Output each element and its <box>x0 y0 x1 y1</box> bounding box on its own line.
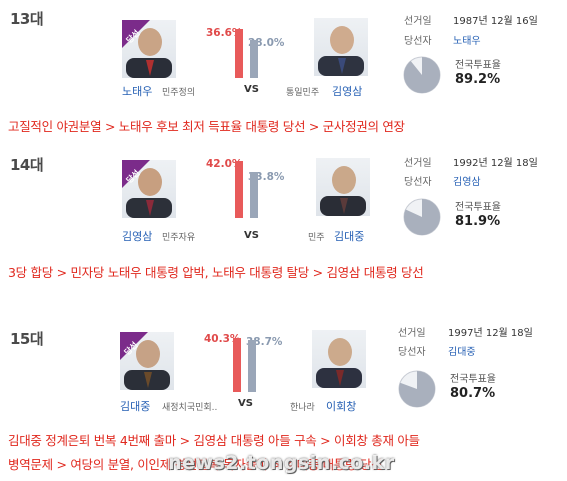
person-silhouette-icon <box>124 340 170 390</box>
winner-percent: 36.6% <box>206 27 243 39</box>
date-label: 선거일 <box>398 328 426 339</box>
turnout-label: 전국투표율 <box>450 374 496 385</box>
winner-name: 김영삼 <box>122 230 153 243</box>
turnout-value: 81.9% <box>455 214 501 229</box>
loser-name: 김대중 <box>334 230 365 243</box>
elected-label: 당선자 <box>404 177 432 188</box>
caption-14: 3당 합당 > 민자당 노태우 대통령 압박, 노태우 대통령 탈당 > 김영삼… <box>8 265 424 280</box>
turnout-pie <box>403 198 441 236</box>
turnout-pie <box>398 370 436 408</box>
person-silhouette-icon <box>318 26 364 76</box>
person-silhouette-icon <box>320 166 366 216</box>
winner-bar <box>235 29 243 78</box>
caption-15-line2: 병역문제 > 여당의 분열, 이인제 경선불복 독자출마 > 김대중 대통령 당… <box>8 457 383 472</box>
vs-label: VS <box>238 398 253 409</box>
person-silhouette-icon <box>316 338 362 388</box>
term-label: 13대 <box>10 10 44 28</box>
date-label: 선거일 <box>404 16 432 27</box>
pie-turnout-slice <box>404 199 440 235</box>
loser-party: 한나라 <box>290 403 315 413</box>
turnout-label: 전국투표율 <box>455 202 501 213</box>
winner-photo: 당선 <box>122 20 176 78</box>
winner-photo: 당선 <box>120 332 174 390</box>
winner-bar <box>235 161 243 218</box>
loser-name: 김영삼 <box>332 85 363 98</box>
turnout-value: 89.2% <box>455 72 501 87</box>
winner-party: 새정치국민회.. <box>162 403 218 413</box>
winner-photo: 당선 <box>122 160 176 218</box>
elected-name: 김영삼 <box>453 177 481 188</box>
elected-label: 당선자 <box>404 36 432 47</box>
loser-party: 통일민주 <box>286 88 320 98</box>
winner-party: 민주정의 <box>162 88 196 98</box>
loser-bar <box>250 172 258 218</box>
turnout-value: 80.7% <box>450 386 496 401</box>
term-label: 14대 <box>10 156 44 174</box>
caption-13: 고질적인 야권분열 > 노태우 후보 최저 득표율 대통령 당선 > 군사정권의… <box>8 119 405 134</box>
loser-photo <box>316 158 370 216</box>
loser-bar <box>250 40 258 78</box>
loser-photo <box>312 330 366 388</box>
pie-turnout-slice <box>399 371 435 407</box>
election-date: 1987년 12월 16일 <box>453 16 538 27</box>
elected-label: 당선자 <box>398 347 426 358</box>
caption-15-line1: 김대중 정계은퇴 번복 4번째 출마 > 김영삼 대통령 아들 구속 > 이회창… <box>8 433 420 448</box>
winner-percent: 42.0% <box>206 158 243 170</box>
elected-name: 김대중 <box>448 347 476 358</box>
vs-label: VS <box>244 84 259 95</box>
loser-party: 민주 <box>308 233 325 243</box>
vs-label: VS <box>244 230 259 241</box>
winner-bar <box>233 338 241 392</box>
loser-name: 이회창 <box>326 400 357 413</box>
date-label: 선거일 <box>404 158 432 169</box>
winner-name: 노태우 <box>122 85 153 98</box>
loser-bar <box>248 340 256 392</box>
site-watermark: news2.tongsin.co.kr <box>168 452 395 474</box>
winner-percent: 40.3% <box>204 333 241 345</box>
winner-party: 민주자유 <box>162 233 196 243</box>
turnout-pie <box>403 56 441 94</box>
winner-ribbon <box>122 20 150 48</box>
elected-name: 노태우 <box>453 36 481 47</box>
election-date: 1997년 12월 18일 <box>448 328 533 339</box>
pie-turnout-slice <box>404 57 440 93</box>
winner-ribbon <box>122 160 150 188</box>
loser-photo <box>314 18 368 76</box>
election-date: 1992년 12월 18일 <box>453 158 538 169</box>
term-label: 15대 <box>10 330 44 348</box>
winner-name: 김대중 <box>120 400 151 413</box>
winner-ribbon <box>120 332 148 360</box>
turnout-label: 전국투표율 <box>455 60 501 71</box>
